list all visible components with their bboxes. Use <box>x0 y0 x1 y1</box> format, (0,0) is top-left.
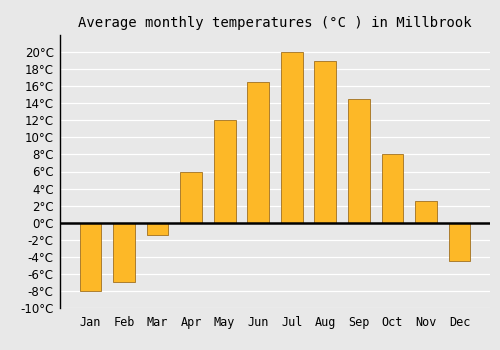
Bar <box>382 154 404 223</box>
Bar <box>80 223 102 291</box>
Bar <box>214 120 236 223</box>
Bar <box>113 223 135 282</box>
Bar <box>180 172 202 223</box>
Bar <box>146 223 169 236</box>
Title: Average monthly temperatures (°C ) in Millbrook: Average monthly temperatures (°C ) in Mi… <box>78 16 472 30</box>
Bar <box>415 201 437 223</box>
Bar <box>281 52 302 223</box>
Bar <box>314 61 336 223</box>
Bar <box>348 99 370 223</box>
Bar <box>448 223 470 261</box>
Bar <box>248 82 269 223</box>
